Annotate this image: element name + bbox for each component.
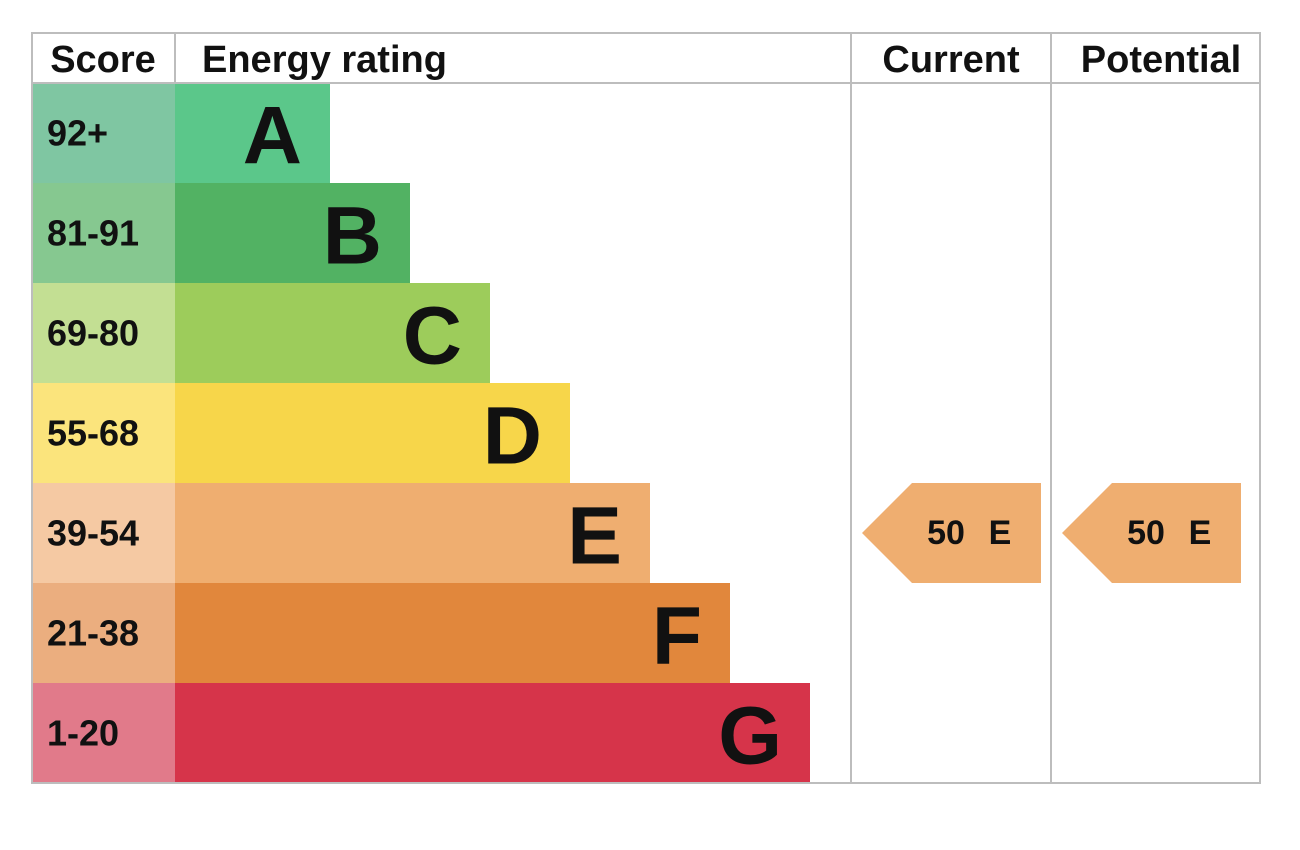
score-cell <box>32 183 175 283</box>
score-cell <box>32 483 175 583</box>
score-cell <box>32 583 175 683</box>
rating-letter: D <box>483 391 542 482</box>
score-range: 92+ <box>47 113 108 154</box>
rating-bar <box>175 383 570 483</box>
header-potential: Potential <box>1081 39 1241 81</box>
score-cell <box>32 83 175 183</box>
bands <box>32 83 810 783</box>
rating-bar <box>175 183 410 283</box>
border <box>31 32 1261 784</box>
rating-letter: E <box>567 491 622 582</box>
potential-value: 50 <box>1127 514 1165 552</box>
score-range: 69-80 <box>47 313 139 354</box>
rating-letter: G <box>718 691 782 782</box>
potential-arrow <box>1062 483 1241 583</box>
header-current: Current <box>882 39 1020 81</box>
score-range: 1-20 <box>47 713 119 754</box>
score-cell <box>32 283 175 383</box>
current-arrow <box>862 483 1041 583</box>
rating-letter: B <box>323 191 382 282</box>
rating-letter: A <box>243 91 302 182</box>
header-score: Score <box>50 39 156 81</box>
rating-bar <box>175 483 650 583</box>
rating-letter: F <box>652 591 702 682</box>
score-range: 21-38 <box>47 613 139 654</box>
score-range: 55-68 <box>47 413 139 454</box>
score-cell <box>32 683 175 783</box>
potential-rating: E <box>1189 514 1212 552</box>
score-range: 81-91 <box>47 213 139 254</box>
header-energy-rating: Energy rating <box>202 39 447 81</box>
rating-bar <box>175 283 490 383</box>
current-value: 50 <box>927 514 965 552</box>
current-rating: E <box>989 514 1012 552</box>
rating-bar <box>175 683 810 783</box>
score-cell <box>32 383 175 483</box>
score-range: 39-54 <box>47 513 139 554</box>
rating-letter: C <box>403 291 462 382</box>
rating-bar <box>175 583 730 683</box>
rating-bar <box>175 83 330 183</box>
